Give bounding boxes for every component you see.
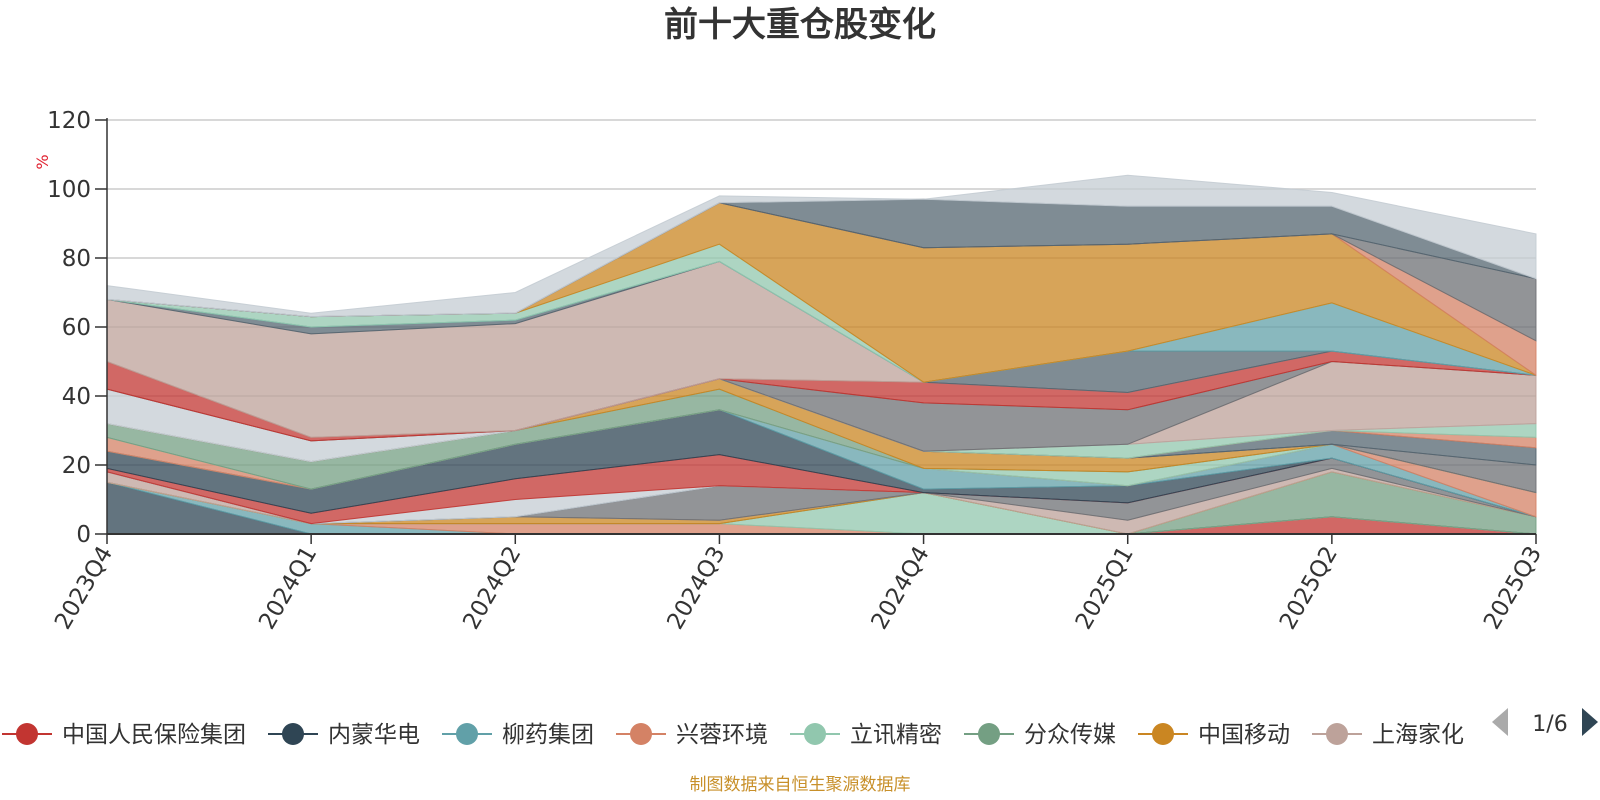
legend-item-内蒙华电[interactable]: 内蒙华电 xyxy=(268,722,420,748)
y-tick-label: 120 xyxy=(47,108,91,134)
area-series-兴业银行 xyxy=(106,174,1537,318)
x-tick-label: 2023Q4 xyxy=(50,542,118,634)
data-source-footer: 制图数据来自恒生聚源数据库 xyxy=(690,775,911,795)
legend-dot-icon xyxy=(630,723,652,745)
legend-label: 柳药集团 xyxy=(502,722,594,748)
stacked-areas xyxy=(106,174,1537,535)
legend-dot-icon xyxy=(282,723,304,745)
y-tick-label: 20 xyxy=(62,453,91,479)
legend-item-柳药集团[interactable]: 柳药集团 xyxy=(442,722,594,748)
legend-dot-icon xyxy=(456,723,478,745)
legend-item-上海家化[interactable]: 上海家化 xyxy=(1312,722,1464,748)
legend-label: 立讯精密 xyxy=(850,722,942,748)
x-tick-label: 2025Q2 xyxy=(1275,542,1343,634)
axes xyxy=(95,118,1537,544)
x-tick-label: 2024Q1 xyxy=(254,542,322,634)
legend-next-page-icon[interactable] xyxy=(1582,708,1598,736)
x-tick-labels: 2023Q4 2024Q1 2024Q2 2024Q3 2024Q4 2025Q1 2025… xyxy=(50,542,1547,634)
legend-item-分众传媒[interactable]: 分众传媒 xyxy=(964,722,1116,748)
legend-item-兴蓉环境[interactable]: 兴蓉环境 xyxy=(616,722,768,748)
x-tick-label: 2025Q3 xyxy=(1479,542,1547,634)
legend-label: 分众传媒 xyxy=(1024,722,1116,748)
chart-title: 前十大重仓股变化 xyxy=(664,5,936,45)
legend-label: 中国移动 xyxy=(1198,722,1290,748)
x-tick-label: 2024Q2 xyxy=(458,542,526,634)
legend-dot-icon xyxy=(804,723,826,745)
legend-label: 中国人民保险集团 xyxy=(62,722,246,748)
legend-dot-icon xyxy=(16,723,38,745)
y-tick-label: 40 xyxy=(62,384,91,410)
legend-prev-page-icon[interactable] xyxy=(1492,708,1508,736)
x-tick-label: 2025Q1 xyxy=(1071,542,1139,634)
y-tick-label: 60 xyxy=(62,315,91,341)
legend-label: 兴蓉环境 xyxy=(676,722,768,748)
legend[interactable]: 中国人民保险集团 内蒙华电 柳药集团 兴蓉环境 立讯精密 分众传媒 中国移动 上海家化 xyxy=(2,722,1464,748)
legend-item-中国移动[interactable]: 中国移动 xyxy=(1138,722,1290,748)
legend-dot-icon xyxy=(1152,723,1174,745)
legend-item-中国人民保险集团[interactable]: 中国人民保险集团 xyxy=(2,722,246,748)
y-tick-labels: 0 20 40 60 80 100 120 xyxy=(47,108,91,548)
legend-pager[interactable]: 1/6 xyxy=(1492,708,1598,737)
legend-dot-icon xyxy=(978,723,1000,745)
y-tick-label: 80 xyxy=(62,246,91,272)
legend-label: 内蒙华电 xyxy=(328,722,420,748)
x-tick-label: 2024Q4 xyxy=(867,542,935,634)
x-tick-label: 2024Q3 xyxy=(662,542,730,634)
legend-item-立讯精密[interactable]: 立讯精密 xyxy=(790,722,942,748)
y-axis-label: % xyxy=(33,154,52,169)
legend-dot-icon xyxy=(1326,723,1348,745)
y-tick-label: 100 xyxy=(47,177,91,203)
legend-label: 上海家化 xyxy=(1372,722,1464,748)
legend-page-indicator: 1/6 xyxy=(1532,712,1567,737)
y-tick-label: 0 xyxy=(76,522,91,548)
